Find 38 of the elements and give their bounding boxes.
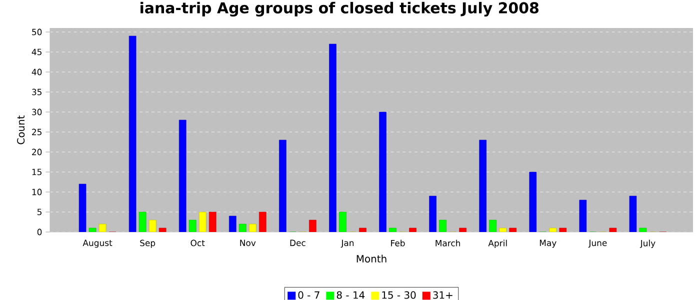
y-tick-label: 5: [38, 208, 42, 216]
y-axis-title: Count: [17, 115, 25, 144]
x-tick-label: March: [436, 240, 460, 246]
y-tick-label: 40: [32, 68, 42, 76]
y-tick-label: 30: [32, 108, 42, 116]
y-tick-label: 25: [32, 128, 42, 136]
x-tick-label: August: [82, 240, 112, 248]
legend-label: 31+: [433, 291, 452, 299]
y-tick-label: 50: [32, 28, 42, 36]
x-axis-title: Month: [356, 254, 386, 263]
chart-title: iana-trip Age groups of closed tickets July 2008: [140, 2, 538, 16]
y-tick-label: 45: [32, 48, 42, 56]
x-tick-label: June: [588, 240, 607, 248]
bar: [479, 140, 486, 232]
x-tick-label: Feb: [391, 240, 405, 246]
bar: [329, 44, 336, 232]
y-tick-label: 0: [37, 228, 42, 236]
bar: [379, 112, 386, 232]
legend-label: 15 - 30: [382, 291, 416, 299]
legend-label: 0 - 7: [298, 291, 320, 299]
bar: [128, 36, 136, 232]
y-tick-label: 10: [32, 188, 42, 196]
x-tick-label: Oct: [190, 240, 205, 246]
bar: [279, 140, 286, 232]
x-tick-label: Nov: [240, 240, 256, 246]
x-tick-label: Dec: [290, 240, 306, 246]
bar: [178, 120, 186, 232]
x-tick-label: Sep: [140, 240, 156, 248]
y-tick-label: 15: [32, 168, 42, 176]
y-tick-label: 35: [32, 88, 42, 96]
x-tick-label: July: [640, 240, 656, 248]
x-tick-label: May: [540, 240, 556, 248]
legend-label: 8 - 14: [336, 291, 365, 299]
x-tick-label: Jan: [340, 240, 354, 248]
bar: [429, 196, 436, 232]
bar: [529, 172, 537, 232]
y-tick-label: 20: [32, 148, 42, 156]
x-tick-label: April: [488, 240, 507, 248]
